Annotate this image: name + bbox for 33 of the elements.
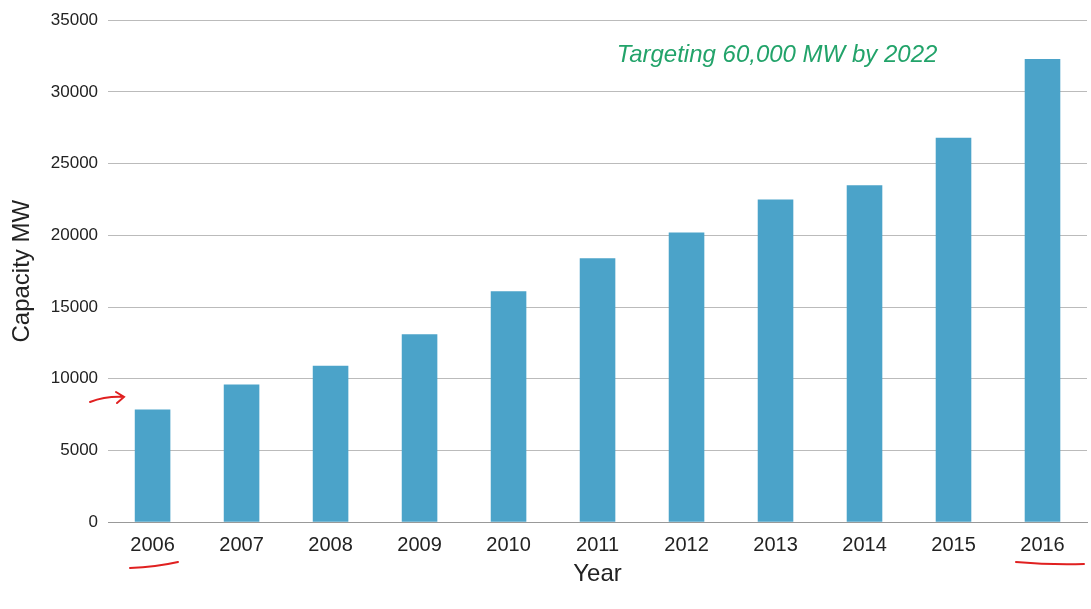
annotation: Targeting 60,000 MW by 2022: [616, 39, 938, 67]
bar: [134, 409, 171, 522]
x-tick-label: 2008: [308, 532, 353, 555]
y-tick-label: 30000: [50, 81, 99, 101]
x-tick-label: 2015: [931, 532, 976, 555]
x-tick-label: 2011: [576, 532, 620, 555]
x-tick-label: 2016: [1020, 532, 1065, 555]
y-tick-label: 10000: [50, 368, 99, 388]
y-tick-label: 15000: [50, 296, 99, 316]
y-tick-label: 25000: [50, 153, 99, 173]
bar: [579, 258, 616, 522]
bar: [757, 199, 794, 522]
bar: [312, 365, 349, 522]
x-tick-label: 2009: [397, 532, 442, 555]
y-tick-label: 35000: [50, 9, 99, 29]
y-tick-label: 0: [88, 511, 99, 531]
x-tick-label: 2006: [130, 532, 175, 555]
bar: [668, 232, 705, 522]
bar: [223, 384, 260, 522]
x-tick-label: 2010: [486, 532, 531, 555]
x-tick-label: 2014: [842, 532, 887, 555]
bar: [490, 291, 527, 522]
x-axis-title: Year: [573, 559, 622, 587]
y-tick-label: 5000: [60, 440, 99, 460]
bar: [935, 137, 972, 522]
bar: [401, 334, 438, 522]
x-tick-label: 2013: [753, 532, 798, 555]
x-tick-label: 2007: [219, 532, 264, 555]
y-axis-title: Capacity MW: [7, 199, 35, 343]
x-tick-label: 2012: [664, 532, 709, 555]
y-tick-label: 20000: [50, 225, 99, 245]
bar: [1024, 58, 1061, 522]
bar: [846, 185, 883, 522]
